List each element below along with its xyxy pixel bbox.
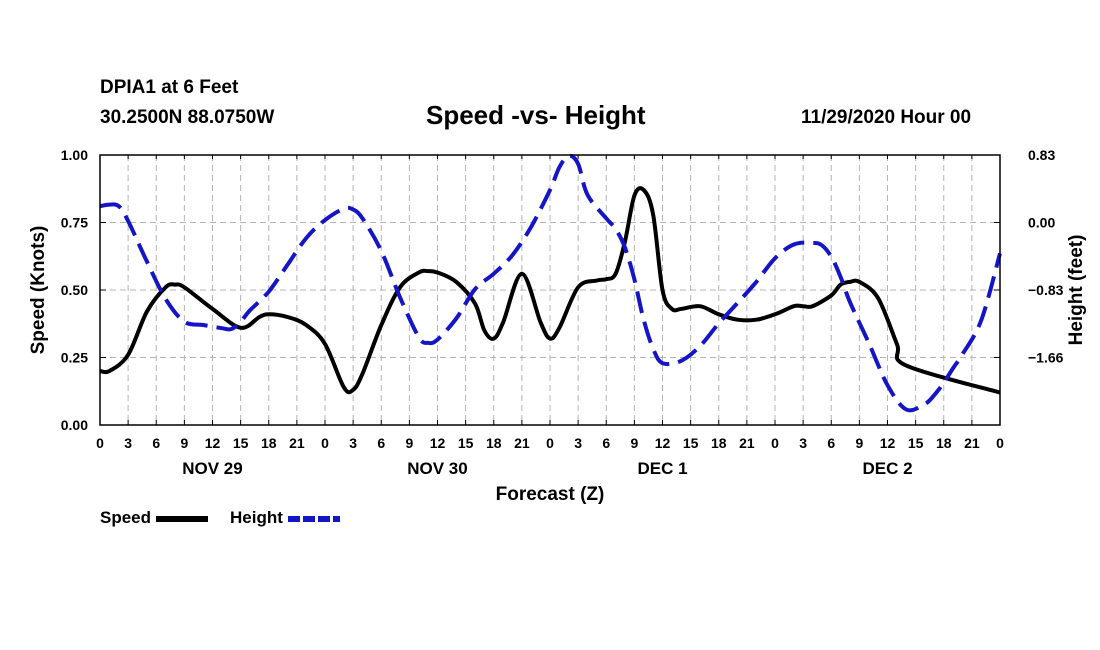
x-tick-label: 12: [655, 435, 671, 451]
x-tick-label: 3: [799, 435, 807, 451]
chart-title: Speed -vs- Height: [426, 100, 646, 130]
x-tick-label: 18: [261, 435, 277, 451]
x-tick-label: 3: [574, 435, 582, 451]
x-tick-label: 12: [880, 435, 896, 451]
y-tick-label: 0.75: [61, 215, 88, 231]
legend-speed-swatch: [155, 515, 208, 522]
day-label: DEC 2: [862, 459, 912, 478]
station-coordinates: 30.2500N 88.0750W: [100, 107, 275, 128]
y2-axis-title: Height (feet): [1066, 235, 1087, 346]
x-tick-label: 15: [233, 435, 249, 451]
x-tick-label: 0: [321, 435, 329, 451]
x-tick-label: 18: [936, 435, 952, 451]
x-tick-label: 9: [180, 435, 188, 451]
x-tick-label: 15: [458, 435, 474, 451]
x-axis-title: Forecast (Z): [496, 484, 605, 505]
x-tick-label: 6: [827, 435, 835, 451]
y-tick-label: 1.00: [61, 147, 88, 163]
legend-height-swatch: [287, 515, 340, 522]
x-tick-label: 0: [96, 435, 104, 451]
y2-tick-label: 0.83: [1028, 147, 1055, 163]
x-tick-label: 9: [855, 435, 863, 451]
x-tick-label: 9: [405, 435, 413, 451]
x-tick-label: 6: [152, 435, 160, 451]
x-tick-label: 18: [486, 435, 502, 451]
y-tick-label: 0.50: [61, 282, 88, 298]
x-tick-label: 15: [908, 435, 924, 451]
day-label: NOV 30: [407, 459, 467, 478]
y-axis-title: Speed (Knots): [28, 226, 49, 355]
legend-speed: Speed: [100, 508, 208, 528]
x-tick-label: 0: [996, 435, 1004, 451]
x-tick-label: 6: [377, 435, 385, 451]
legend-height-label: Height: [230, 508, 283, 527]
x-tick-label: 21: [514, 435, 530, 451]
x-tick-label: 6: [602, 435, 610, 451]
y-tick-label: 0.25: [61, 350, 88, 366]
height-series-line: [99, 153, 1002, 413]
y2-tick-label: −1.66: [1028, 350, 1064, 366]
y2-tick-label: −0.83: [1028, 282, 1064, 298]
x-tick-label: 0: [771, 435, 779, 451]
x-tick-label: 3: [124, 435, 132, 451]
y-tick-label: 0.00: [61, 417, 88, 433]
x-tick-label: 21: [289, 435, 305, 451]
x-tick-label: 15: [683, 435, 699, 451]
legend-height: Height: [230, 508, 340, 528]
x-tick-label: 21: [964, 435, 980, 451]
forecast-date: 11/29/2020 Hour 00: [801, 107, 972, 128]
x-tick-label: 18: [711, 435, 727, 451]
y2-tick-label: 0.00: [1028, 215, 1055, 231]
x-tick-label: 3: [349, 435, 357, 451]
x-tick-label: 9: [630, 435, 638, 451]
day-label: NOV 29: [182, 459, 242, 478]
station-name: DPIA1 at 6 Feet: [100, 77, 239, 98]
x-tick-label: 0: [546, 435, 554, 451]
x-tick-label: 21: [739, 435, 755, 451]
speed-series-line: [99, 186, 1001, 395]
day-label: DEC 1: [637, 459, 687, 478]
x-tick-label: 12: [205, 435, 221, 451]
x-tick-label: 12: [430, 435, 446, 451]
legend-speed-label: Speed: [100, 508, 152, 527]
